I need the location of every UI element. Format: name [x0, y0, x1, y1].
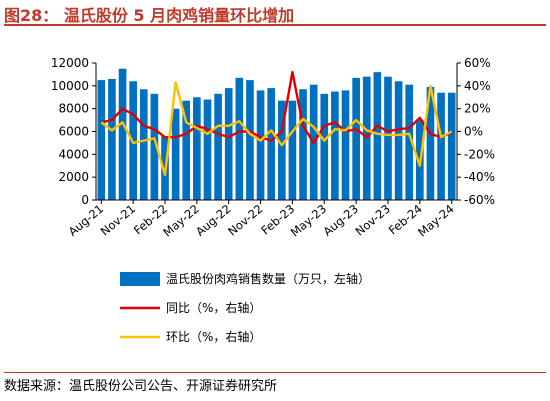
- source-note: 数据来源：温氏股份公司公告、开源证券研究所: [4, 379, 278, 394]
- bar: [214, 93, 222, 200]
- legend-bar-label: 温氏股份肉鸡销售数量（万只，左轴）: [166, 271, 370, 286]
- source-divider: [4, 372, 546, 373]
- left-tick-label: 12000: [51, 56, 89, 70]
- x-tick-label: May-23: [288, 202, 329, 240]
- bar: [352, 77, 360, 200]
- bar: [182, 100, 191, 200]
- bar: [139, 89, 148, 200]
- mom-line: [100, 81, 453, 177]
- bar: [288, 100, 297, 200]
- x-tick-label: Aug-21: [66, 202, 107, 239]
- right-tick-label: 0%: [464, 125, 483, 139]
- bar: [394, 81, 403, 200]
- bar: [277, 100, 286, 200]
- right-tick-label: -60%: [464, 193, 495, 207]
- bar: [437, 92, 445, 200]
- bar: [384, 76, 392, 200]
- figure-title: 图28： 温氏股份 5 月肉鸡销量环比增加: [4, 6, 295, 25]
- bar: [203, 99, 212, 200]
- bar: [299, 89, 307, 200]
- left-tick-label: 4000: [58, 147, 89, 161]
- left-tick-label: 0: [81, 193, 89, 207]
- bar: [256, 90, 265, 200]
- bar: [118, 68, 127, 201]
- title-divider: [4, 24, 546, 26]
- bar: [235, 77, 244, 200]
- right-tick-label: 20%: [464, 102, 491, 116]
- left-tick-label: 6000: [58, 125, 89, 139]
- legend-mom-label: 环比（%，右轴）: [166, 329, 261, 344]
- bar: [193, 97, 201, 200]
- line-series: [100, 70, 453, 177]
- x-tick-label: Nov-23: [353, 202, 393, 239]
- bar: [341, 90, 350, 200]
- x-tick-label: May-22: [160, 202, 201, 240]
- bar: [320, 93, 329, 200]
- bar: [171, 108, 180, 200]
- bar: [331, 91, 339, 200]
- bar: [405, 84, 414, 200]
- right-tick-label: -20%: [464, 147, 495, 161]
- bar: [150, 93, 159, 200]
- right-tick-label: -40%: [464, 170, 495, 184]
- left-tick-label: 10000: [51, 79, 89, 93]
- x-tick-label: Aug-23: [320, 202, 361, 239]
- legend-bar-swatch: [120, 272, 160, 286]
- right-tick-label: 40%: [464, 79, 491, 93]
- right-tick-label: 60%: [464, 56, 491, 70]
- bar: [224, 88, 233, 200]
- bar: [246, 80, 254, 201]
- legend-yoy-label: 同比（%，右轴）: [166, 300, 261, 315]
- bar: [267, 88, 276, 200]
- bar: [426, 86, 435, 200]
- bar: [373, 72, 382, 200]
- x-tick-label: Nov-21: [98, 202, 138, 239]
- x-tick-label: Aug-22: [193, 202, 234, 239]
- x-tick-label: Nov-22: [225, 202, 265, 239]
- x-tick-label: May-24: [415, 202, 456, 240]
- bar: [108, 78, 116, 200]
- legend: 温氏股份肉鸡销售数量（万只，左轴） 同比（%，右轴） 环比（%，右轴）: [120, 271, 370, 344]
- left-tick-label: 2000: [58, 170, 89, 184]
- bar: [447, 92, 456, 200]
- bar-series: [97, 68, 456, 201]
- left-tick-label: 8000: [58, 102, 89, 116]
- bar: [97, 80, 106, 201]
